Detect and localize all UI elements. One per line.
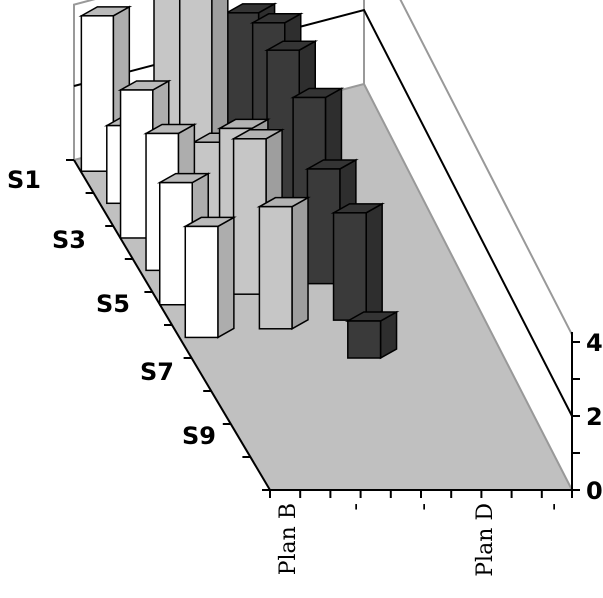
bar-front — [347, 320, 382, 359]
z-tick-label: 4 — [586, 329, 603, 357]
bar-s5-series-1 — [182, 216, 237, 339]
x-tick-label: Plan B — [276, 503, 301, 575]
bar-front — [332, 212, 367, 321]
x-tick-label: - — [411, 503, 436, 510]
bar-s5-series-2 — [256, 196, 311, 331]
x-tick-label: Plan D — [473, 503, 498, 577]
chart-axes — [66, 159, 580, 498]
bar-s1-series-1 — [78, 5, 133, 173]
y-tick-label: S3 — [52, 226, 86, 254]
bar-side — [291, 196, 309, 331]
x-tick-label: - — [541, 503, 566, 510]
bar-side — [365, 202, 383, 322]
x-tick-label: - — [343, 503, 368, 510]
bar-front — [184, 225, 219, 339]
bar-s7-series-3 — [344, 310, 400, 360]
chart-bars — [78, 0, 400, 360]
chart-labels: S1 S3 S5 S7 S9 0 2 4 Plan B - - Plan D - — [7, 166, 603, 577]
bar-front — [258, 205, 293, 330]
z-tick-label: 0 — [586, 477, 603, 505]
bar-s5-series-3 — [330, 202, 386, 322]
y-tick-label: S9 — [182, 422, 216, 450]
z-tick-label: 2 — [586, 403, 603, 431]
y-tick-label: S1 — [7, 166, 41, 194]
y-tick-label: S7 — [140, 358, 174, 386]
bar-side — [217, 216, 235, 339]
y-tick-label: S5 — [96, 290, 130, 318]
